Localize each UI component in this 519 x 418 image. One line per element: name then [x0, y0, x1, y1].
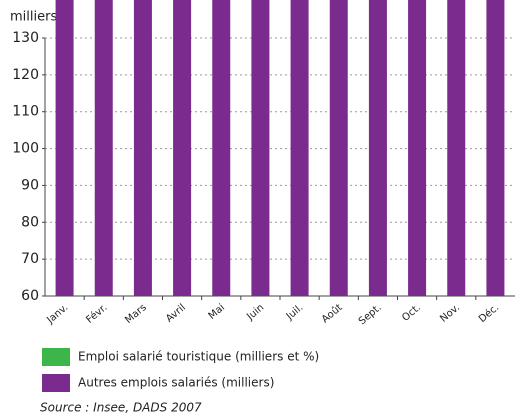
x-tick-label: Mai: [207, 302, 228, 322]
x-tick-label: Avril: [164, 302, 188, 324]
x-tick-label: Août: [319, 301, 344, 325]
x-tick-label: Juin: [244, 302, 266, 323]
bar-segment: [486, 0, 505, 297]
y-tick-label: 90: [21, 177, 39, 193]
bar-segment: [173, 0, 192, 296]
y-tick-label: 70: [21, 251, 39, 267]
bar-segment: [212, 0, 231, 297]
y-unit: milliers: [10, 10, 57, 25]
y-tick-label: 120: [12, 67, 39, 83]
bar-segment: [55, 0, 74, 296]
bar-segment: [368, 0, 387, 297]
legend-label: Autres emplois salariés (milliers): [78, 376, 274, 390]
legend-swatch: [42, 348, 70, 366]
legend-swatch: [42, 374, 70, 392]
x-tick-label: Sept.: [357, 302, 384, 327]
bar-segment: [94, 0, 113, 297]
bar-segment: [133, 0, 152, 296]
bar-segment: [251, 0, 270, 296]
y-tick-label: 100: [12, 141, 39, 157]
y-tick-label: 60: [21, 288, 39, 304]
x-tick-label: Mars: [123, 302, 149, 326]
bar-segment: [447, 0, 466, 297]
x-tick-label: Oct.: [400, 302, 423, 324]
bar-segment: [329, 0, 348, 296]
bar-segment: [290, 0, 309, 296]
source: Source : Insee, DADS 2007: [40, 401, 202, 415]
y-tick-label: 130: [12, 30, 39, 46]
y-tick-label: 110: [12, 104, 39, 120]
x-tick-label: Nov.: [438, 302, 462, 325]
x-tick-label: Févr.: [84, 301, 110, 325]
legend-label: Emploi salarié touristique (milliers et …: [78, 350, 319, 364]
bar-segment: [408, 0, 427, 297]
x-tick-label: Déc.: [476, 301, 501, 325]
x-tick-label: Janv.: [44, 302, 70, 326]
y-tick-label: 80: [21, 214, 39, 230]
x-tick-label: Juil.: [284, 302, 306, 323]
